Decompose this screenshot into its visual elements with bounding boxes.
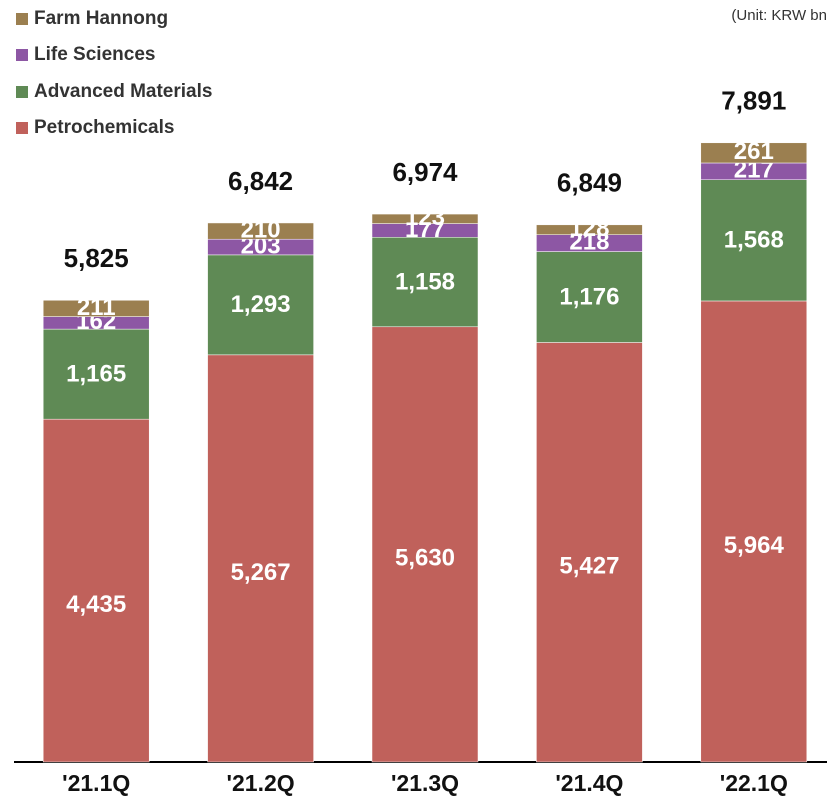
data-label: 1,165 (66, 360, 126, 387)
data-label: 4,435 (66, 591, 126, 618)
bar-segment (700, 179, 808, 302)
total-label: 6,974 (392, 157, 458, 187)
x-tick-label: '21.2Q (227, 770, 295, 796)
data-label: 210 (241, 216, 281, 243)
data-label: 1,293 (231, 291, 291, 318)
total-label: 6,849 (557, 168, 622, 198)
data-label: 1,568 (724, 227, 784, 254)
x-tick-label: '22.1Q (720, 770, 788, 796)
data-label: 5,964 (724, 532, 785, 559)
legend-swatch (16, 13, 28, 25)
bar-segment (207, 222, 314, 240)
bar-segment (700, 300, 808, 763)
bar-segment (371, 326, 479, 763)
legend-swatch (16, 49, 28, 61)
x-tick-label: '21.3Q (391, 770, 459, 796)
data-label: 211 (77, 294, 116, 321)
total-label: 5,825 (64, 243, 129, 273)
bar-segment (700, 142, 808, 164)
data-label: 261 (734, 138, 774, 165)
bar-segment (42, 328, 150, 420)
bar-segment (42, 300, 150, 317)
unit-note: (Unit: KRW bn (731, 7, 827, 24)
bar-segment (371, 213, 479, 224)
bar-segment (371, 237, 479, 328)
bar-segment (536, 342, 643, 763)
total-label: 6,842 (228, 166, 293, 196)
bar-segment (536, 224, 643, 235)
data-label: 1,158 (395, 268, 455, 295)
legend-swatch (16, 122, 28, 134)
bar-segment (536, 251, 643, 343)
x-tick-label: '21.4Q (555, 770, 623, 796)
bar-segment (207, 354, 314, 763)
bar-segment (207, 254, 314, 356)
legend-label: Petrochemicals (34, 117, 174, 138)
data-label: 123 (405, 204, 445, 231)
data-label: 5,267 (231, 559, 291, 586)
data-label: 128 (569, 215, 609, 242)
data-label: 1,176 (559, 283, 619, 310)
legend-label: Life Sciences (34, 44, 155, 65)
total-label: 7,891 (721, 86, 786, 116)
x-tick-label: '21.1Q (62, 770, 130, 796)
data-label: 5,630 (395, 545, 455, 572)
legend-label: Farm Hannong (34, 8, 168, 29)
legend-swatch (16, 86, 28, 98)
data-label: 5,427 (559, 553, 619, 580)
legend-label: Advanced Materials (34, 81, 212, 102)
bar-segment (42, 418, 150, 763)
